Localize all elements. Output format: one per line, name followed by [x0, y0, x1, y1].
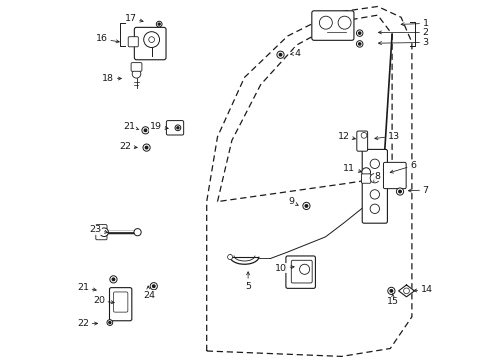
Text: 7: 7: [407, 186, 428, 195]
Text: 20: 20: [93, 296, 114, 305]
Circle shape: [361, 132, 366, 138]
Circle shape: [279, 54, 281, 56]
FancyBboxPatch shape: [128, 37, 138, 47]
FancyBboxPatch shape: [383, 162, 406, 189]
Text: 16: 16: [96, 35, 119, 44]
FancyBboxPatch shape: [113, 292, 127, 312]
Circle shape: [227, 255, 232, 260]
FancyBboxPatch shape: [109, 288, 132, 321]
Text: 11: 11: [343, 164, 361, 173]
Circle shape: [389, 289, 392, 292]
Circle shape: [134, 229, 141, 236]
Text: 24: 24: [142, 286, 155, 300]
Circle shape: [358, 43, 360, 45]
Circle shape: [156, 21, 162, 27]
Text: 3: 3: [378, 38, 428, 47]
Circle shape: [356, 30, 362, 36]
FancyBboxPatch shape: [311, 11, 353, 40]
Text: 14: 14: [413, 285, 432, 294]
Circle shape: [175, 125, 181, 131]
Circle shape: [142, 144, 150, 151]
Circle shape: [361, 168, 370, 176]
Circle shape: [276, 51, 284, 58]
Text: 17: 17: [124, 14, 143, 23]
Circle shape: [305, 204, 307, 207]
Text: 22: 22: [119, 142, 137, 151]
Circle shape: [369, 204, 379, 213]
Text: 13: 13: [374, 132, 399, 141]
Circle shape: [150, 283, 157, 290]
Text: 6: 6: [389, 161, 415, 173]
Circle shape: [112, 278, 115, 281]
Circle shape: [387, 287, 394, 294]
FancyBboxPatch shape: [285, 256, 315, 288]
FancyBboxPatch shape: [131, 63, 142, 71]
Circle shape: [158, 23, 160, 25]
Circle shape: [148, 37, 154, 42]
Circle shape: [109, 321, 111, 324]
Circle shape: [369, 190, 379, 199]
FancyBboxPatch shape: [361, 174, 370, 183]
Circle shape: [132, 69, 141, 78]
Circle shape: [369, 159, 379, 168]
Circle shape: [110, 276, 117, 283]
Text: 10: 10: [274, 264, 294, 273]
Circle shape: [356, 41, 362, 47]
Circle shape: [358, 32, 360, 34]
Text: 5: 5: [244, 272, 250, 291]
Circle shape: [337, 16, 350, 29]
Circle shape: [152, 285, 155, 288]
Circle shape: [177, 127, 179, 129]
FancyBboxPatch shape: [356, 131, 367, 151]
Polygon shape: [398, 285, 413, 297]
Circle shape: [369, 174, 379, 183]
Circle shape: [319, 16, 332, 29]
Text: 23: 23: [89, 225, 107, 234]
Text: 1: 1: [400, 19, 428, 28]
Text: 8: 8: [373, 172, 380, 181]
Text: 21: 21: [123, 122, 139, 131]
FancyBboxPatch shape: [96, 225, 107, 240]
Circle shape: [299, 264, 309, 274]
Circle shape: [302, 202, 309, 210]
FancyBboxPatch shape: [291, 260, 311, 283]
Circle shape: [145, 146, 147, 149]
FancyBboxPatch shape: [166, 121, 183, 135]
Circle shape: [100, 228, 108, 237]
Text: 22: 22: [77, 320, 98, 329]
Text: 2: 2: [378, 28, 428, 37]
Circle shape: [403, 288, 408, 294]
Text: 12: 12: [337, 132, 355, 141]
Text: 15: 15: [386, 294, 398, 306]
Circle shape: [143, 32, 159, 48]
Text: 4: 4: [290, 49, 300, 58]
FancyBboxPatch shape: [134, 27, 166, 60]
Text: 9: 9: [287, 197, 298, 206]
Text: 19: 19: [149, 122, 168, 131]
Circle shape: [142, 127, 149, 134]
Text: 21: 21: [77, 283, 96, 292]
Circle shape: [396, 188, 403, 195]
FancyBboxPatch shape: [362, 149, 386, 223]
Circle shape: [107, 320, 113, 325]
Circle shape: [398, 190, 401, 193]
Circle shape: [144, 129, 146, 132]
Text: 18: 18: [102, 74, 121, 83]
